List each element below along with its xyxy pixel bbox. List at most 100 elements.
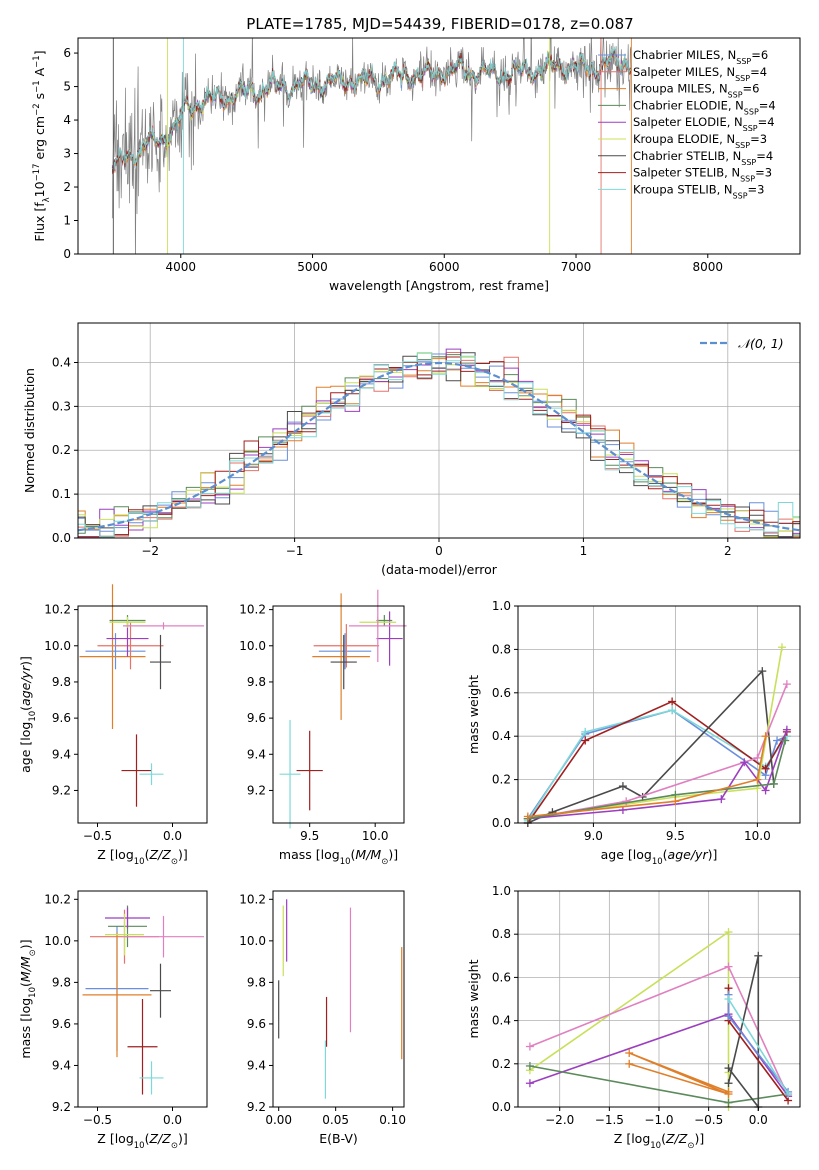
plot-area-residuals — [78, 348, 800, 538]
axes-frame — [77, 605, 208, 824]
y-tick-label: 1.0 — [492, 599, 511, 613]
series-line — [527, 647, 783, 820]
y-axis-label: mass [log10(M/M⊙)] — [18, 939, 38, 1058]
plus-marker — [761, 764, 770, 773]
x-tick-label: 9.0 — [584, 829, 603, 843]
error-bar-point — [279, 719, 301, 829]
plus-marker — [581, 736, 590, 745]
residual-histogram-line — [78, 352, 800, 538]
x-axis-label: Z [log10(Z/Z⊙)] — [97, 847, 187, 867]
x-tick-label: 10.0 — [362, 829, 389, 843]
plot-area-massweight-vs-Z — [525, 928, 793, 1111]
axes-spectrum: 4000 5000 6000 7000 8000 0 1 2 3 4 5 6 wavelength [A… — [32, 37, 801, 293]
plus-marker — [773, 736, 782, 745]
y-tick-label: 0.6 — [492, 686, 511, 700]
y-axis-label: Flux [fλ10−17 erg cm−2 s−1 A−1] — [32, 50, 52, 241]
y-tick-label: 0.8 — [492, 642, 511, 656]
plus-marker — [525, 1061, 534, 1070]
plus-marker — [668, 706, 677, 715]
x-tick-label: −2 — [141, 544, 159, 558]
y-tick-label: 10.2 — [239, 892, 266, 906]
series-line — [527, 736, 767, 818]
axes-mass-vs-EBV: 0.00 0.05 0.10 9.2 9.4 9.6 9.8 10.0 10.2 E(B-V) — [239, 890, 406, 1146]
error-bar-point — [97, 622, 164, 670]
normal-pdf-line — [78, 361, 800, 532]
x-axis-label: mass [log10(M/M⊙)] — [279, 847, 398, 867]
plus-marker — [724, 1064, 733, 1073]
plus-marker — [784, 1090, 793, 1099]
plus-marker — [777, 643, 786, 652]
y-tick-label: 9.4 — [52, 747, 71, 761]
x-tick-label: −0.5 — [83, 1113, 112, 1127]
axes-frame — [77, 37, 801, 255]
y-tick-label: 0.4 — [52, 355, 71, 369]
x-tick-label: 6000 — [429, 260, 460, 274]
y-tick-label: 0.0 — [492, 1100, 511, 1114]
plus-marker — [717, 795, 726, 804]
series-line — [628, 1052, 729, 1095]
x-axis-label: Z [log10(Z/Z⊙)] — [614, 1131, 704, 1151]
y-tick-label: 0.4 — [492, 1014, 511, 1028]
plus-marker — [525, 1079, 534, 1088]
y-tick-label: 10.2 — [44, 603, 71, 617]
x-tick-label: 9.5 — [300, 829, 319, 843]
y-tick-label: 0.6 — [492, 970, 511, 984]
y-tick-label: 0.2 — [492, 1057, 511, 1071]
legend-entry: Kroupa ELODIE, NSSP=3 — [633, 132, 767, 150]
y-tick-label: 9.6 — [52, 711, 71, 725]
x-tick-label: 0.0 — [749, 1113, 768, 1127]
plus-marker — [671, 797, 680, 806]
plus-marker — [625, 1059, 634, 1068]
x-tick-label: −1.0 — [644, 1113, 673, 1127]
plus-marker — [668, 697, 677, 706]
plus-marker — [724, 928, 733, 937]
error-bar-point — [105, 913, 144, 956]
mass-weight-series — [724, 951, 763, 1111]
y-tick-label: 0.4 — [492, 729, 511, 743]
x-tick-label: 4000 — [165, 260, 196, 274]
plot-area-mass-vs-Z — [82, 905, 204, 1095]
y-tick-label: 9.8 — [247, 675, 266, 689]
observed-spectrum-line — [111, 38, 632, 254]
legend-entry: Salpeter ELODIE, NSSP=4 — [633, 115, 775, 133]
error-bar-point — [123, 915, 204, 958]
y-tick-label: 9.2 — [52, 783, 71, 797]
residual-histogram-line — [78, 354, 800, 538]
y-tick-label: 10.0 — [44, 934, 71, 948]
axes-frame — [517, 605, 801, 824]
axes-frame — [272, 605, 405, 824]
x-tick-label: −0.5 — [83, 829, 112, 843]
error-bar-point — [127, 999, 158, 1095]
y-tick-label: 10.0 — [44, 639, 71, 653]
y-tick-label: 4 — [63, 113, 71, 127]
y-tick-label: 0.1 — [52, 487, 71, 501]
axes-massweight-vs-Z: −2.0 −1.5 −1.0 −0.5 0.0 0.0 0.2 0.4 0.6 0.8 1.0 Z [… — [466, 884, 801, 1151]
x-tick-label: 0.0 — [163, 1113, 182, 1127]
mass-weight-series — [724, 995, 793, 1099]
x-axis-label: Z [log10(Z/Z⊙)] — [97, 1131, 187, 1151]
mass-weight-series — [523, 736, 790, 823]
y-tick-label: 0.3 — [52, 399, 71, 413]
y-tick-label: 0.0 — [492, 816, 511, 830]
figure-title: PLATE=1785, MJD=54439, FIBERID=0178, z=0… — [246, 15, 633, 33]
mass-weight-series — [525, 962, 793, 1101]
plus-marker — [622, 797, 631, 806]
x-tick-label: 7000 — [561, 260, 592, 274]
y-tick-label: 6 — [63, 46, 71, 60]
x-axis-label: E(B-V) — [319, 1131, 358, 1146]
y-tick-label: 10.0 — [239, 934, 266, 948]
y-tick-label: 9.8 — [52, 675, 71, 689]
error-bar-point — [139, 1061, 164, 1095]
y-axis-label: mass weight — [466, 959, 481, 1038]
y-tick-label: 1 — [63, 214, 71, 228]
error-bar-point — [150, 634, 171, 690]
model-spectrum-line — [112, 46, 632, 171]
plus-marker — [740, 758, 749, 767]
series-line — [727, 955, 760, 1110]
plus-marker — [761, 786, 770, 795]
plus-marker — [724, 995, 733, 1003]
axes-residuals: −2 −1 0 1 2 0.0 0.1 0.2 0.3 0.4 (data-model)/error… — [22, 322, 801, 577]
y-axis-label: age [log10(age/yr)] — [18, 656, 38, 773]
plot-area-age-vs-Z — [79, 584, 204, 807]
error-bar-point — [82, 932, 152, 1058]
